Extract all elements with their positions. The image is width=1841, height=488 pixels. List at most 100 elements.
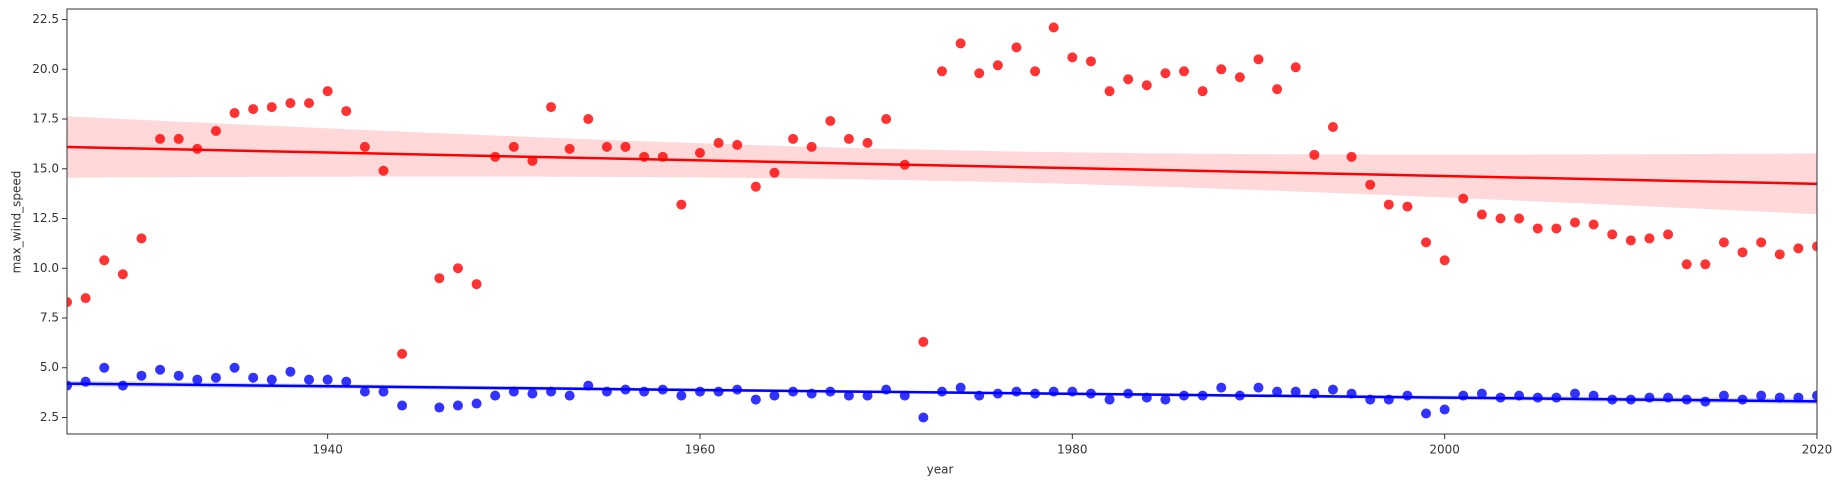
point: [1346, 151, 1357, 162]
point: [1756, 390, 1767, 401]
y-tick-label: 12.5: [32, 211, 59, 225]
point: [1458, 193, 1469, 204]
point: [1551, 223, 1562, 234]
point: [639, 151, 650, 162]
x-axis-label: year: [927, 463, 954, 477]
point: [99, 255, 110, 266]
point: [1439, 255, 1450, 266]
point: [1365, 179, 1376, 190]
point: [1793, 243, 1804, 254]
point: [490, 151, 501, 162]
point: [1234, 390, 1245, 401]
point: [1793, 392, 1804, 403]
point: [304, 374, 315, 385]
point: [1607, 394, 1618, 405]
point: [546, 102, 557, 113]
point: [694, 147, 705, 158]
regression-line: [67, 145, 1817, 186]
point: [229, 362, 240, 373]
point: [359, 386, 370, 397]
point: [937, 66, 947, 77]
point: [285, 98, 296, 109]
point: [434, 273, 445, 284]
y-tick-label: 15.0: [32, 161, 59, 175]
point: [1644, 392, 1655, 403]
y-tick-label: 10.0: [32, 261, 59, 275]
point: [1439, 404, 1450, 415]
point: [1700, 396, 1711, 407]
point: [1216, 64, 1227, 75]
x-tick-label: 1960: [685, 443, 716, 457]
point: [452, 263, 463, 274]
x-tick-label: 1980: [1057, 443, 1088, 457]
point: [732, 384, 743, 395]
point: [564, 143, 575, 154]
x-tick-label: 2000: [1429, 443, 1460, 457]
point: [825, 116, 836, 127]
point: [1048, 22, 1059, 33]
point: [1011, 42, 1022, 53]
point: [881, 384, 892, 395]
point: [1663, 392, 1674, 403]
point: [1179, 66, 1190, 77]
point: [769, 390, 780, 401]
point: [1644, 233, 1655, 244]
point: [1569, 388, 1580, 399]
point: [341, 376, 352, 387]
point: [806, 141, 817, 152]
point: [136, 233, 147, 244]
point: [1253, 54, 1264, 65]
point: [1160, 394, 1171, 405]
point: [806, 388, 817, 399]
point: [843, 390, 854, 401]
point: [1681, 394, 1692, 405]
point: [620, 384, 631, 395]
point: [1625, 235, 1636, 246]
point: [750, 394, 761, 405]
point: [1588, 219, 1599, 230]
point: [266, 374, 277, 385]
point: [899, 390, 910, 401]
point: [1030, 66, 1041, 77]
point: [1718, 390, 1729, 401]
point: [732, 139, 743, 150]
point: [359, 141, 370, 152]
point: [378, 165, 389, 176]
point: [136, 370, 147, 381]
point: [788, 133, 799, 144]
point: [843, 133, 854, 144]
point: [1421, 237, 1432, 248]
point: [266, 102, 277, 113]
point: [1421, 408, 1432, 419]
point: [1085, 388, 1096, 399]
point: [378, 386, 389, 397]
point: [527, 155, 538, 166]
y-tick-label: 17.5: [32, 112, 59, 126]
point: [1011, 386, 1022, 397]
point: [564, 390, 575, 401]
point: [1700, 259, 1711, 270]
point: [1625, 394, 1636, 405]
point: [1327, 121, 1338, 132]
point: [155, 133, 166, 144]
y-axis-label: max_wind_speed: [10, 171, 24, 274]
point: [1309, 388, 1320, 399]
point: [1756, 237, 1767, 248]
point: [527, 388, 538, 399]
point: [1216, 382, 1227, 393]
point: [1309, 149, 1320, 160]
point: [1272, 84, 1283, 95]
point: [1681, 259, 1692, 270]
point: [862, 390, 873, 401]
point: [210, 372, 221, 383]
point: [1327, 384, 1338, 395]
point: [1663, 229, 1674, 240]
point: [1085, 56, 1096, 67]
point: [1104, 394, 1115, 405]
point: [434, 402, 445, 413]
point: [173, 370, 184, 381]
point: [1458, 390, 1469, 401]
point: [974, 68, 985, 79]
point: [1476, 209, 1487, 220]
point: [397, 348, 408, 359]
